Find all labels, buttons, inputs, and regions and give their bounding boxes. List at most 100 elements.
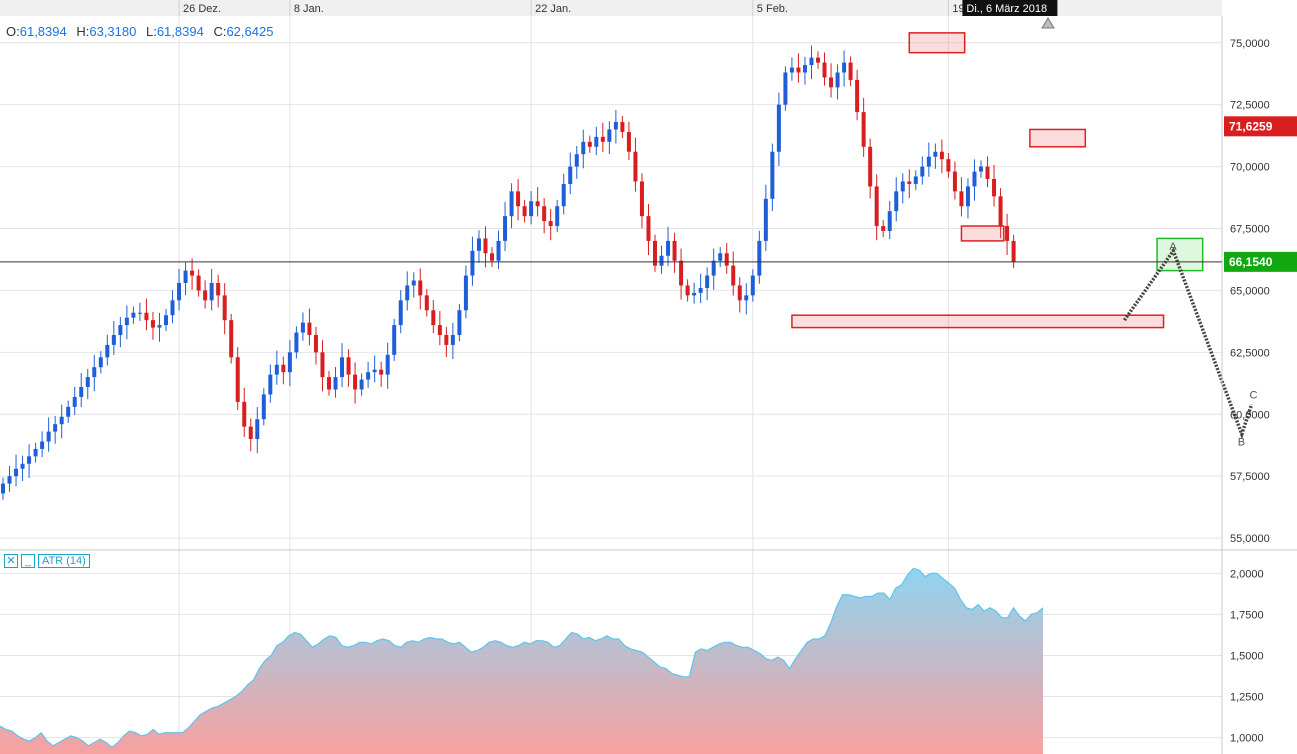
x-tick-label: 26 Dez. [183,3,221,15]
candle-body [144,312,149,321]
low-value: 61,8394 [156,24,204,39]
candle-body [209,283,214,301]
candle-body [555,206,560,227]
candle-body [53,424,58,432]
x-tick-label: 5 Feb. [757,3,788,15]
candle-body [992,178,997,197]
candle-body [418,280,423,296]
close-icon[interactable]: ✕ [4,554,18,568]
candle-body [907,181,912,184]
candle-body [40,441,45,449]
projection-path: A B C [1122,241,1258,449]
y-tick-label: 65,0000 [1230,285,1270,297]
candle-body [848,62,853,80]
candle-body [933,151,938,157]
candle-body [203,290,208,301]
candle-body [287,352,292,373]
candles [1,45,1016,500]
candle-body [411,280,416,286]
candle-body [705,275,710,288]
candle-body [450,335,455,345]
candle-body [633,151,638,182]
zones [791,32,1204,329]
date-bar [0,0,1222,16]
candle-body [542,206,547,222]
candle-body [855,79,860,113]
candle-body [294,332,299,353]
candle-body [79,387,84,397]
candle-body [965,186,970,207]
price-label-box [1224,251,1297,272]
candle-body [568,166,573,184]
candle-body [979,166,983,172]
candle-body [822,62,827,78]
candle-body [235,357,240,402]
candle-body [1011,240,1016,262]
atr-header: ✕ _ ATR (14) [4,554,90,568]
x-tick-label: 8 Jan. [294,3,324,15]
candle-body [750,275,755,296]
candle-body [333,377,338,390]
candle-body [574,154,579,167]
candle-body [177,283,182,301]
candle-body [770,151,775,199]
candle-body [92,367,97,378]
candle-body [887,211,892,231]
candle-body [353,374,358,390]
candle-body [718,253,723,261]
atr-line [0,567,1044,749]
candle-body [327,377,331,390]
candle-body [587,141,592,147]
candle-body [594,136,599,147]
candle-body [881,226,886,231]
candle-body [985,166,990,179]
candle-body [796,67,801,73]
atr-tick-label: 2,0000 [1230,568,1264,580]
candle-body [150,320,155,328]
y-tick-label: 70,0000 [1230,162,1270,174]
candle-body [216,283,221,296]
projection-point-label: A [1169,241,1177,253]
candle-body [744,295,749,301]
candle-body [646,216,651,241]
candle-body [242,401,247,427]
x-tick-label: 19 [952,3,964,15]
red-zone [960,225,1005,242]
y-tick-label: 75,0000 [1230,38,1270,50]
candle-body [111,335,116,345]
candle-body [802,65,807,73]
atr-tick-label: 1,2500 [1230,692,1264,704]
candle-body [672,240,677,261]
minimize-icon[interactable]: _ [21,554,35,568]
crosshair-date-box [962,0,1058,16]
grid-lines [0,16,1222,754]
candle-body [313,335,318,353]
candle-body [613,122,618,130]
close-label: C: [213,24,227,39]
candle-body [757,240,762,276]
candle-body [698,287,703,293]
projection-point-label: C [1250,389,1258,401]
candle-body [685,285,690,296]
candle-body [46,431,51,442]
atr-indicator-label[interactable]: ATR (14) [38,554,90,568]
candle-body [261,394,266,420]
atr-tick-label: 1,7500 [1230,609,1264,621]
candle-body [105,344,110,358]
candle-body [503,216,508,241]
candle-body [692,292,697,296]
price-label-box [1224,116,1297,137]
red-zone [908,32,966,54]
y-tick-label: 55,0000 [1230,533,1270,545]
candle-body [14,468,19,477]
open-label: O: [6,24,20,39]
candle-body [470,250,475,276]
candle-body [137,312,142,314]
projection-line [1122,247,1254,440]
candle-body [229,320,234,358]
candle-body [476,238,481,251]
candle-body [496,240,501,261]
high-label: H: [76,24,90,39]
candle-body [66,406,71,417]
